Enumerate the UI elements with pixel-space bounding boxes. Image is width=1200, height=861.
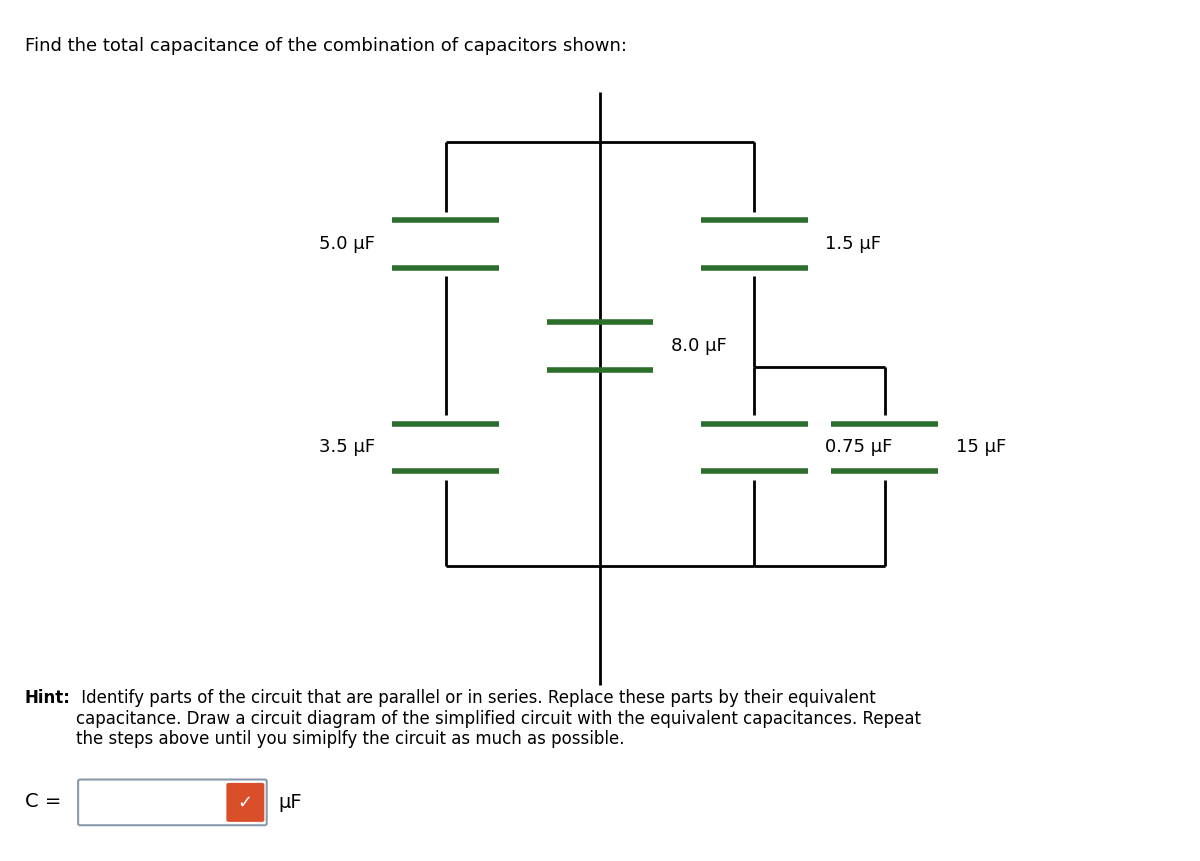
FancyBboxPatch shape: [78, 779, 266, 825]
Text: 15 μF: 15 μF: [956, 438, 1006, 456]
Text: Identify parts of the circuit that are parallel or in series. Replace these part: Identify parts of the circuit that are p…: [76, 689, 920, 748]
Text: 1.5 μF: 1.5 μF: [826, 235, 881, 253]
Text: 5.0 μF: 5.0 μF: [319, 235, 374, 253]
Text: C =: C =: [25, 792, 61, 811]
Text: 0.75 μF: 0.75 μF: [826, 438, 893, 456]
Text: Find the total capacitance of the combination of capacitors shown:: Find the total capacitance of the combin…: [25, 37, 626, 54]
Text: ✓: ✓: [238, 793, 253, 811]
Text: 8.0 μF: 8.0 μF: [671, 337, 727, 355]
FancyBboxPatch shape: [227, 783, 264, 822]
Text: μF: μF: [278, 793, 302, 812]
Text: Hint:: Hint:: [25, 689, 71, 707]
Text: 3.5 μF: 3.5 μF: [318, 438, 374, 456]
